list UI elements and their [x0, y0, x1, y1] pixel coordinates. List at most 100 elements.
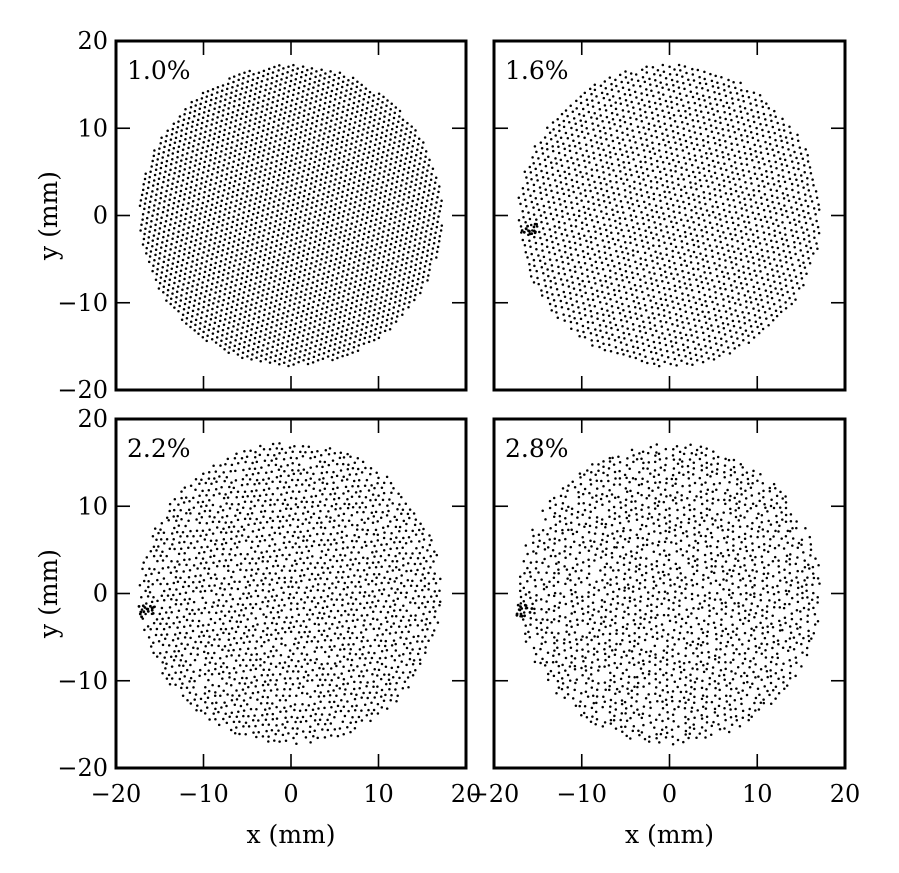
- data-point: [370, 134, 374, 138]
- data-point: [354, 201, 357, 204]
- data-point: [236, 273, 240, 276]
- data-point: [541, 249, 544, 252]
- data-point: [159, 221, 163, 225]
- data-point: [170, 267, 174, 270]
- data-point: [371, 104, 374, 108]
- data-point: [628, 184, 632, 188]
- data-point: [661, 257, 664, 261]
- data-point: [324, 151, 328, 155]
- data-point: [329, 339, 333, 342]
- data-point: [657, 91, 660, 94]
- data-point: [548, 183, 552, 187]
- data-point: [361, 133, 364, 136]
- data-point: [640, 120, 644, 123]
- data-point: [336, 167, 339, 170]
- data-point: [787, 244, 790, 248]
- data-point: [321, 197, 324, 201]
- data-point: [284, 106, 288, 109]
- data-point: [285, 290, 289, 293]
- data-point: [696, 143, 699, 147]
- data-point: [320, 93, 324, 96]
- data-point: [621, 109, 625, 112]
- data-point: [278, 88, 282, 92]
- data-point: [247, 154, 251, 158]
- data-point: [400, 154, 403, 157]
- data-point: [282, 176, 285, 180]
- data-point: [290, 208, 294, 212]
- data-point: [735, 92, 739, 95]
- data-point: [239, 147, 243, 151]
- data-point: [144, 197, 148, 200]
- data-point: [162, 230, 166, 233]
- data-point: [232, 80, 235, 84]
- data-point: [401, 228, 405, 231]
- data-point: [385, 294, 388, 297]
- data-point: [602, 342, 605, 345]
- data-point: [241, 216, 245, 220]
- data-point: [374, 113, 377, 117]
- data-point: [214, 236, 217, 240]
- data-point: [343, 259, 347, 262]
- data-point: [388, 223, 391, 226]
- data-point: [300, 345, 303, 348]
- data-point: [319, 98, 322, 101]
- data-point: [287, 169, 291, 173]
- data-point: [721, 246, 724, 250]
- data-point: [605, 161, 609, 164]
- data-point: [160, 216, 163, 220]
- data-point: [792, 166, 795, 170]
- data-point: [236, 298, 240, 301]
- data-point: [606, 309, 609, 312]
- data-point: [724, 259, 727, 262]
- data-point: [357, 99, 361, 103]
- data-point: [377, 92, 381, 96]
- data-point: [232, 240, 236, 243]
- data-point: [719, 337, 723, 341]
- data-point: [219, 100, 222, 103]
- data-point: [723, 184, 726, 188]
- data-point: [160, 186, 164, 189]
- data-point: [351, 137, 354, 140]
- data-point: [154, 198, 157, 202]
- data-point: [697, 195, 700, 198]
- data-point: [229, 96, 232, 100]
- data-point: [582, 114, 586, 118]
- data-point: [628, 168, 632, 171]
- data-point: [699, 184, 703, 188]
- data-point: [400, 208, 403, 212]
- data-point: [204, 100, 208, 104]
- data-point: [307, 88, 310, 91]
- data-point: [740, 88, 743, 92]
- data-point: [158, 281, 162, 285]
- data-point: [688, 83, 692, 87]
- data-point: [245, 220, 249, 223]
- data-point: [598, 256, 602, 259]
- data-point: [576, 277, 580, 280]
- data-point: [756, 325, 759, 329]
- data-point: [337, 102, 341, 105]
- data-point: [178, 169, 181, 173]
- data-point: [574, 225, 578, 228]
- data-point: [734, 189, 738, 193]
- data-point: [334, 232, 337, 236]
- data-point: [748, 147, 752, 151]
- data-point: [769, 113, 772, 117]
- data-point: [363, 122, 366, 126]
- data-point: [196, 228, 200, 231]
- data-point: [218, 240, 222, 243]
- data-point: [389, 162, 392, 166]
- data-point: [233, 344, 237, 348]
- data-point: [702, 167, 706, 170]
- data-point: [773, 206, 776, 210]
- data-point: [285, 265, 288, 269]
- data-point: [707, 357, 710, 360]
- data-point: [638, 307, 642, 310]
- data-point: [318, 134, 321, 137]
- data-point: [777, 150, 780, 154]
- data-point: [218, 289, 222, 293]
- data-point: [246, 215, 250, 218]
- data-point: [652, 340, 656, 344]
- data-point: [749, 153, 753, 156]
- data-point: [287, 65, 290, 68]
- data-point: [246, 300, 249, 303]
